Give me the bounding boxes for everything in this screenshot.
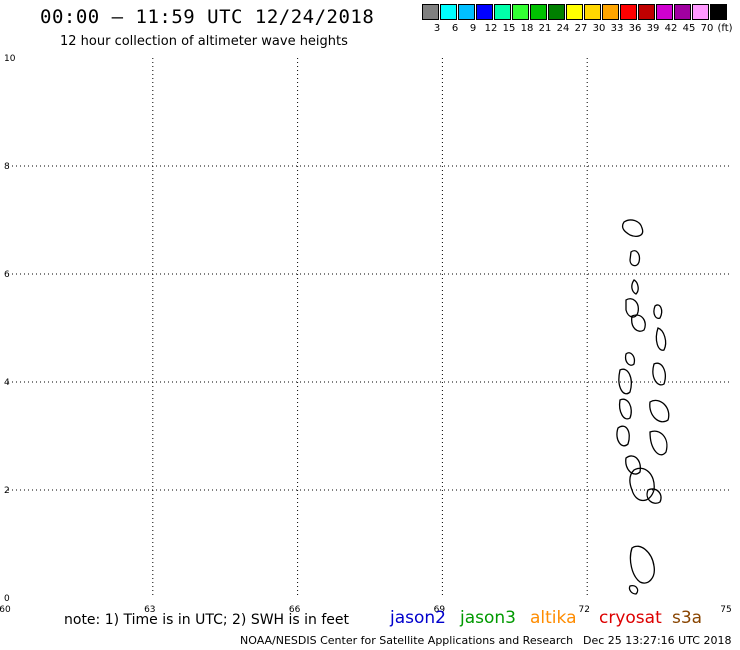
- satellite-legend-jason2: jason2: [390, 608, 446, 628]
- satellite-legend-s3a: s3a: [672, 608, 703, 628]
- coastline-island: [629, 250, 641, 267]
- x-tick-label: 75: [720, 605, 731, 615]
- coastline-island: [625, 298, 639, 318]
- y-tick-label: 10: [4, 54, 16, 64]
- color-scale-swatch: [440, 4, 457, 20]
- color-scale-label: 9: [469, 23, 477, 34]
- chart-title: 00:00 – 11:59 UTC 12/24/2018: [40, 6, 375, 28]
- color-scale-swatch: [530, 4, 547, 20]
- y-tick-label: 0: [4, 594, 10, 604]
- color-scale-swatch: [566, 4, 583, 20]
- x-tick-label: 72: [578, 605, 589, 615]
- y-tick-label: 2: [4, 486, 10, 496]
- chart-subtitle: 12 hour collection of altimeter wave hei…: [60, 34, 348, 49]
- coastline-island: [631, 279, 639, 295]
- coastline-island: [653, 304, 663, 320]
- coastline-island: [649, 399, 670, 423]
- color-scale-label: 12: [484, 23, 498, 34]
- color-scale-label: 33: [610, 23, 624, 34]
- satellite-legend-altika: altika: [530, 608, 577, 628]
- coastline-island: [618, 368, 632, 395]
- color-scale-label: 3: [433, 23, 441, 34]
- color-scale-swatch: [656, 4, 673, 20]
- color-scale-swatch: [674, 4, 691, 20]
- color-scale-swatch: [512, 4, 529, 20]
- color-scale-swatch: [584, 4, 601, 20]
- color-scale-label: 6: [451, 23, 459, 34]
- color-scale-swatch: [458, 4, 475, 20]
- coastline-island: [625, 455, 641, 475]
- color-scale-swatch: [602, 4, 619, 20]
- color-scale-swatch: [494, 4, 511, 20]
- note-text: note: 1) Time is in UTC; 2) SWH is in fe…: [64, 612, 350, 628]
- timestamp-text: Dec 25 13:27:16 UTC 2018: [583, 634, 732, 647]
- color-scale-swatch: [422, 4, 439, 20]
- color-scale-label: 18: [520, 23, 534, 34]
- x-tick-label: 66: [289, 605, 301, 615]
- color-scale-label: 27: [574, 23, 588, 34]
- x-tick-label: 69: [434, 605, 446, 615]
- axis-tick-labels: 60 63 66 69 72 75 0 2 4 6 8 10: [0, 54, 732, 615]
- satellite-legend-cryosat: cryosat: [599, 608, 662, 628]
- color-scale-label: 15: [502, 23, 516, 34]
- coastline-island: [616, 425, 630, 447]
- color-scale-label: 42: [664, 23, 678, 34]
- coastline-island: [655, 327, 667, 351]
- y-tick-label: 6: [4, 270, 10, 280]
- y-tick-label: 4: [4, 378, 10, 388]
- y-tick-label: 8: [4, 162, 10, 172]
- coastline-island: [621, 219, 644, 237]
- coastline-island: [629, 545, 655, 584]
- color-scale-label: 24: [556, 23, 570, 34]
- color-scale-label: (ft): [717, 23, 733, 34]
- satellite-legend-jason3: jason3: [460, 608, 516, 628]
- color-scale-swatch: [638, 4, 655, 20]
- coastline-island: [652, 362, 666, 386]
- coastline: [616, 219, 670, 595]
- coastline-island: [629, 467, 655, 502]
- color-scale-swatch: [548, 4, 565, 20]
- coastline-island: [649, 430, 668, 456]
- color-scale-swatch: [710, 4, 727, 20]
- color-scale-label: 36: [628, 23, 642, 34]
- color-scale-label: 45: [682, 23, 696, 34]
- color-scale-swatch: [692, 4, 709, 20]
- credit-text: NOAA/NESDIS Center for Satellite Applica…: [240, 634, 574, 647]
- coastline-island: [631, 314, 646, 332]
- x-tick-label: 60: [0, 605, 11, 615]
- color-scale-label: 21: [538, 23, 552, 34]
- coastline-island: [646, 488, 662, 504]
- color-scale-swatch: [476, 4, 493, 20]
- color-scale-label: 39: [646, 23, 660, 34]
- color-scale-swatch: [620, 4, 637, 20]
- coastline-island: [628, 584, 639, 595]
- color-scale-label: 70: [700, 23, 714, 34]
- coastline-island: [618, 398, 632, 420]
- x-tick-label: 63: [144, 605, 155, 615]
- color-scale-label: 30: [592, 23, 606, 34]
- grid: [8, 58, 732, 598]
- coastline-island: [624, 352, 636, 366]
